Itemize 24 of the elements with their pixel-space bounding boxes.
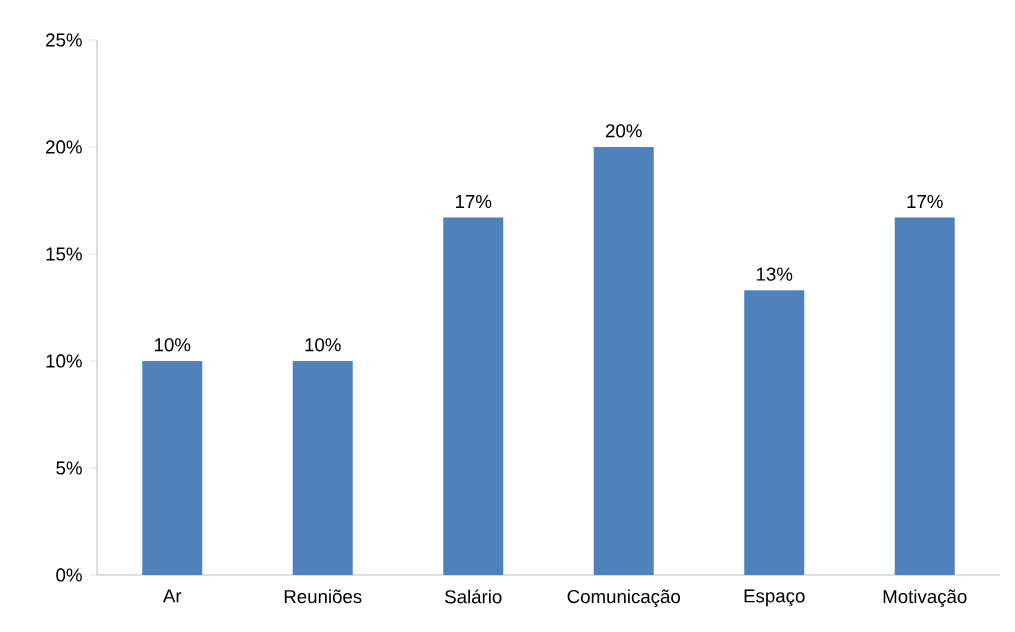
bar <box>292 360 353 575</box>
y-tick-label: 15% <box>46 247 82 261</box>
x-tick-label: Motivação <box>883 589 967 607</box>
data-label: 13% <box>756 267 793 281</box>
bar <box>894 217 955 575</box>
bar <box>744 290 805 575</box>
y-tick-label: 10% <box>46 354 82 368</box>
data-label: 17% <box>455 194 492 209</box>
y-tick-label: 5% <box>56 461 82 475</box>
bar <box>142 360 203 575</box>
x-tick-label: Ar <box>162 589 182 603</box>
x-tick-label: Reuniões <box>284 589 362 604</box>
data-label: 17% <box>907 194 943 209</box>
x-tick-label: Espaço <box>744 589 805 607</box>
y-tick-label: 0% <box>56 568 82 582</box>
y-tick-label: 20% <box>46 140 82 154</box>
bar <box>593 146 654 575</box>
x-tick-label: Salário <box>445 589 502 604</box>
y-tick-label: 25% <box>46 33 82 47</box>
data-label: 20% <box>606 124 642 138</box>
data-label: 10% <box>155 338 191 352</box>
x-tick-label: Comunicação <box>567 589 681 607</box>
bar <box>443 217 504 575</box>
data-label: 10% <box>305 338 341 352</box>
